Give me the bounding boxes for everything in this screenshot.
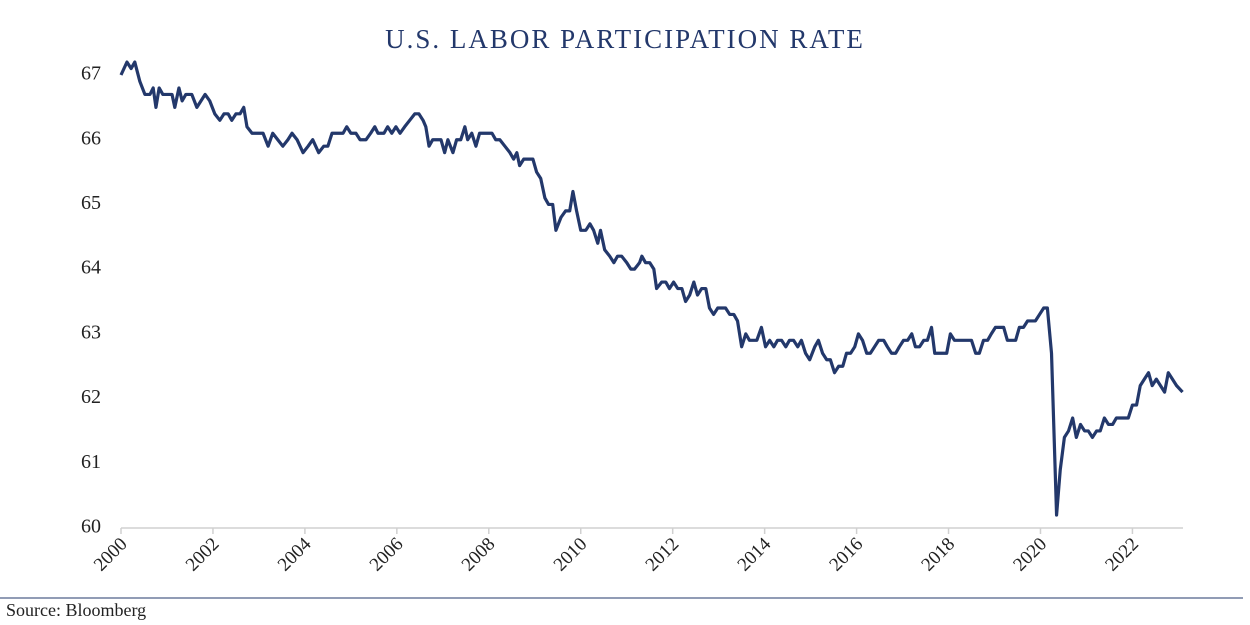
y-tick-label: 65: [81, 192, 101, 214]
x-tick-label: 2004: [274, 533, 316, 575]
data-line: [119, 60, 1184, 517]
y-tick-label: 60: [81, 516, 101, 538]
x-tick-label: 2022: [1101, 534, 1143, 576]
y-tick-label: 64: [81, 257, 101, 279]
x-tick-label: 2010: [550, 534, 592, 576]
chart-title: U.S. LABOR PARTICIPATION RATE: [385, 24, 865, 54]
y-tick-label: 61: [81, 451, 101, 473]
x-tick-label: 2006: [366, 534, 408, 576]
x-tick-label: 2020: [1009, 534, 1051, 576]
x-tick-label: 2000: [90, 534, 132, 576]
x-tick-label: 2002: [182, 534, 224, 576]
y-tick-label: 67: [81, 63, 101, 85]
x-tick-label: 2014: [734, 533, 776, 575]
source-note: Source: Bloomberg: [6, 600, 146, 620]
y-tick-label: 63: [81, 321, 101, 343]
y-tick-label: 66: [81, 127, 101, 149]
x-tick-label: 2018: [917, 534, 959, 576]
x-tick-label: 2012: [642, 534, 684, 576]
x-tick-label: 2016: [825, 534, 867, 576]
x-tick-label: 2008: [458, 534, 500, 576]
y-tick-label: 62: [81, 386, 101, 408]
